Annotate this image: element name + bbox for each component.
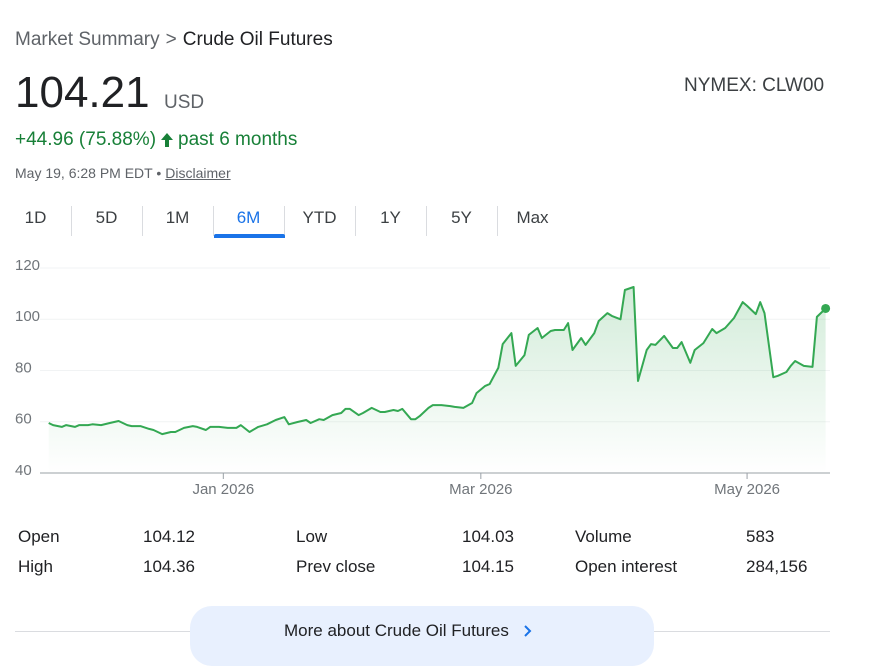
last-point [821,303,831,313]
page: Market Summary > Crude Oil Futures 104.21 … [15,29,831,666]
stat-label: Open [18,527,60,546]
y-tick-label: 80 [15,359,32,376]
stat-value: 104.36 [143,557,195,576]
x-tick-label: Mar 2026 [449,481,512,498]
range-tab[interactable]: 1D [24,208,47,227]
tab-separator [142,206,143,236]
selected-underline [214,234,285,238]
range-tab[interactable]: YTD [302,208,337,227]
disclaimer-link[interactable]: Disclaimer [165,165,231,181]
range-tab[interactable]: 1M [165,208,190,227]
y-tick-label: 40 [15,462,32,479]
stat-value: 104.15 [462,557,514,576]
tab-separator [213,206,214,236]
tab-separator [497,206,498,236]
stat-label: Low [296,527,328,546]
tab-separator [71,206,72,236]
more-button-text[interactable]: More about Crude Oil Futures [284,621,509,640]
x-tick-label: May 2026 [714,481,780,498]
range-tab[interactable]: 6M [236,208,261,227]
tab-separator [426,206,427,236]
up-arrow [161,133,174,147]
breadcrumb-link[interactable]: Market Summary [15,29,160,50]
timestamp: May 19, 6:28 PM EDT • Disclaimer [15,165,231,181]
range-tab[interactable]: Max [516,208,549,227]
range-tab[interactable]: 1Y [380,208,401,227]
price: 104.21 [15,68,150,117]
x-tick-label: Jan 2026 [192,481,254,498]
chart: 40 60 80 100 120 Jan 2026 Mar 2026 May 2026 [15,257,831,498]
stat-label: Prev close [296,557,376,576]
range-tab[interactable]: 5D [95,208,118,227]
stat-value: 284,156 [746,557,808,576]
currency: USD [164,92,205,113]
stat-value: 104.12 [143,527,195,546]
breadcrumb-separator: > [165,29,177,50]
range-tab[interactable]: 5Y [451,208,472,227]
stat-label: High [18,557,53,576]
breadcrumb-current: Crude Oil Futures [182,29,333,50]
tab-separator [284,206,285,236]
stat-value: 583 [746,527,775,546]
chevron [524,625,532,637]
y-tick-label: 100 [15,308,40,325]
stat-label: Open interest [575,557,678,576]
y-tick-label: 60 [15,411,32,428]
breadcrumb: Market Summary > Crude Oil Futures [15,29,339,51]
tab-separator [355,206,356,236]
stat-value: 104.03 [462,527,514,546]
y-tick-label: 120 [15,257,40,274]
change-value: +44.96 (75.88%) [15,129,157,150]
change: +44.96 (75.88%) past 6 months [15,129,297,151]
more-button-label[interactable]: More about Crude Oil Futures [284,621,533,641]
timestamp-text: May 19, 6:28 PM EDT • [15,165,162,181]
stat-label: Volume [575,527,632,546]
area-fill [48,287,826,473]
exchange: NYMEX: CLW00 [684,75,825,96]
change-period: past 6 months [178,129,298,150]
price-line [48,286,827,436]
